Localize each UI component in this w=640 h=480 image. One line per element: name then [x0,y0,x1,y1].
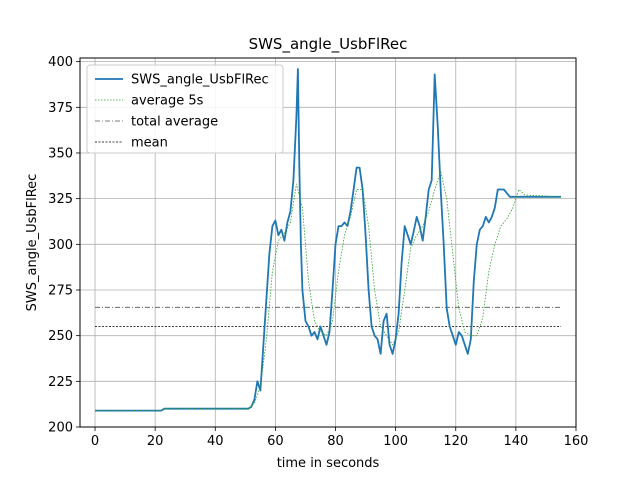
legend-box [86,64,284,154]
plot-frame [79,57,577,428]
y-axis-label: SWS_angle_UsbFlRec [25,174,40,312]
grid [80,58,577,428]
x-tick-label: 140 [503,434,528,449]
x-tick-label: 60 [267,434,284,449]
y-tick-label: 400 [48,55,73,70]
ticks: 0 20 40 60 80 100 120 140 160 200 225 250 275 300 325 3… [48,55,588,449]
series-line-1 [95,170,562,412]
legend-label: mean [131,136,168,151]
x-axis-label: time in seconds [277,456,380,471]
y-tick-label: 350 [48,146,73,161]
y-tick-label: 325 [48,192,73,207]
y-tick-label: 250 [48,329,73,344]
x-tick-label: 120 [443,434,468,449]
x-tick-label: 160 [564,434,589,449]
legend-label: SWS_angle_UsbFlRec [131,73,269,88]
y-tick-label: 300 [48,238,73,253]
y-tick-label: 275 [48,283,73,298]
y-tick-label: 375 [48,101,73,116]
series-line-0 [95,68,561,412]
y-tick-label: 200 [48,421,73,436]
x-tick-label: 20 [147,434,164,449]
y-tick-label: 225 [48,375,73,390]
series-layer [95,68,562,412]
chart-title: SWS_angle_UsbFlRec [249,35,408,54]
x-tick-label: 40 [207,434,224,449]
legend-label: average 5s [131,94,204,109]
x-tick-label: 80 [327,434,344,449]
legend-label: total average [131,115,218,130]
x-tick-label: 100 [383,434,408,449]
x-tick-label: 0 [91,434,99,449]
